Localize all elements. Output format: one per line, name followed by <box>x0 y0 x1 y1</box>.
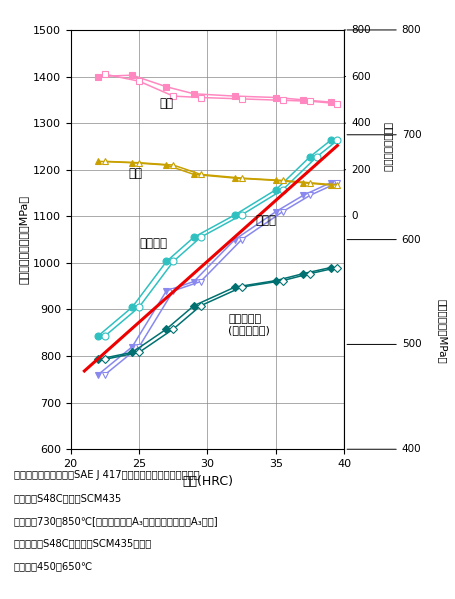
Text: せん断強さ（MPa）: せん断強さ（MPa） <box>437 300 447 364</box>
Text: 600: 600 <box>350 71 370 81</box>
Text: 焼戻し：450～650℃: 焼戻し：450～650℃ <box>14 561 93 571</box>
Text: 降伏点: 降伏点 <box>255 214 276 228</box>
Text: 伸び: 伸び <box>128 167 142 180</box>
Text: 0: 0 <box>350 211 357 221</box>
Text: 500: 500 <box>401 340 420 349</box>
Text: 赤　線：参考として、SAE J 417（硬さ換算表）よりプロット: 赤 線：参考として、SAE J 417（硬さ換算表）よりプロット <box>14 470 199 480</box>
X-axis label: 硬さ(HRC): 硬さ(HRC) <box>182 474 233 488</box>
Text: 鉱　種：S48CおよびSCM435: 鉱 種：S48CおよびSCM435 <box>14 493 121 503</box>
Text: 伸び・絞り（％）: 伸び・絞り（％） <box>382 122 392 173</box>
Text: 引張強さ: 引張強さ <box>139 237 167 250</box>
Text: 200: 200 <box>350 165 370 175</box>
Text: 800: 800 <box>401 25 420 35</box>
Text: 400: 400 <box>401 444 420 454</box>
Text: せん断強さ
(ねじり強さ): せん断強さ (ねじり強さ) <box>228 314 269 335</box>
Text: 600: 600 <box>401 235 420 244</box>
Text: 絞り: 絞り <box>159 97 173 110</box>
Text: S48Cは水冷、SCM435は油冷: S48Cは水冷、SCM435は油冷 <box>14 539 152 549</box>
Text: 700: 700 <box>401 130 420 140</box>
Y-axis label: 引張強さ・降伏点（MPa）: 引張強さ・降伏点（MPa） <box>19 195 29 284</box>
Text: 焼入れ：730～850℃[塗りつぶし：A₃よりも高温、白抜A₃以下]: 焼入れ：730～850℃[塗りつぶし：A₃よりも高温、白抜A₃以下] <box>14 516 218 526</box>
Text: 800: 800 <box>350 25 370 35</box>
Text: 400: 400 <box>350 118 370 128</box>
